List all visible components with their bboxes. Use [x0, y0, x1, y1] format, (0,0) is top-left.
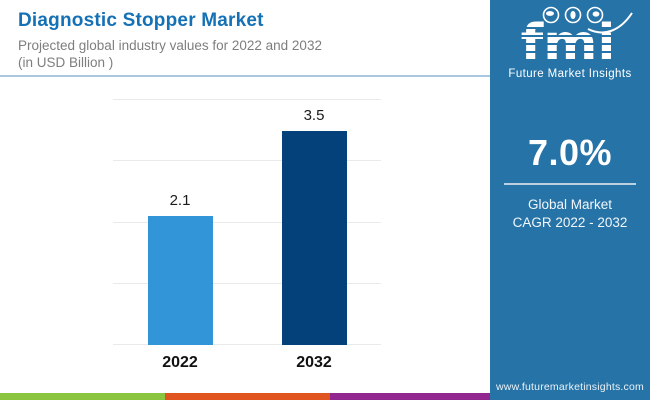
- chart-subtitle-line1: Projected global industry values for 202…: [18, 38, 322, 53]
- cagr-label-line1: Global Market: [527, 197, 613, 212]
- gridline: [113, 160, 381, 162]
- category-label: 2032: [296, 354, 332, 371]
- bar-2032: [281, 130, 347, 345]
- globe-icon: [542, 6, 604, 24]
- cagr-label-line2: CAGR 2022 - 2032: [512, 215, 628, 230]
- footer-color-stripe: [0, 393, 490, 400]
- brand-sidebar: fmi Future Market Insights 7.0% Global M…: [490, 0, 650, 400]
- fmi-logo: fmi Future Market Insights: [504, 5, 636, 80]
- website-url: www.futuremarketinsights.com: [496, 381, 644, 393]
- gridline: [113, 282, 381, 284]
- bar-2022: [147, 216, 213, 345]
- chart-subtitle-line2: (in USD Billion ): [18, 55, 114, 70]
- gridline: [113, 221, 381, 223]
- bar-chart-plot-area: 2.1 2022 3.5 2032: [113, 99, 381, 371]
- chart-pane: Diagnostic Stopper Market Projected glob…: [0, 0, 490, 400]
- bar-value-label: 2.1: [169, 192, 191, 210]
- fmi-logo-icon: fmi: [521, 6, 633, 74]
- cagr-divider: [504, 183, 636, 185]
- fmi-logo-text: fmi: [521, 14, 616, 67]
- gridline: [113, 99, 381, 100]
- cagr-value: 7.0%: [527, 132, 613, 173]
- chart-header: Diagnostic Stopper Market Projected glob…: [0, 0, 490, 77]
- logo-tagline: Future Market Insights: [508, 68, 632, 80]
- stripe-green: [0, 393, 165, 400]
- bar-row: 2.1 2022 3.5 2032: [113, 100, 381, 371]
- bar-slot-2022: 2.1 2022: [147, 100, 213, 371]
- swoosh-icon: [587, 12, 633, 34]
- bar-slot-2032: 3.5 2032: [281, 100, 347, 371]
- bar-value-label: 3.5: [303, 106, 325, 124]
- cagr-block: 7.0% Global Market CAGR 2022 - 2032: [504, 132, 636, 232]
- gridline: [113, 344, 381, 345]
- stripe-orange: [165, 393, 330, 400]
- chart-title: Diagnostic Stopper Market: [18, 10, 264, 31]
- category-label: 2022: [162, 354, 198, 371]
- stripe-purple: [330, 393, 490, 400]
- globe-landmass: [546, 11, 600, 19]
